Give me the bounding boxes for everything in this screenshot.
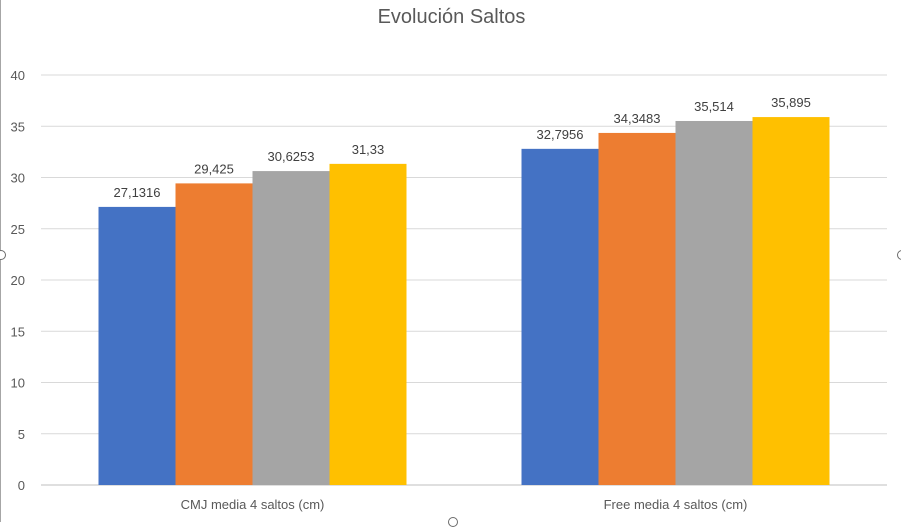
y-tick-label: 20 bbox=[11, 273, 25, 288]
bar bbox=[598, 132, 676, 485]
y-tick-label: 15 bbox=[11, 324, 25, 339]
resize-handle-left[interactable] bbox=[0, 250, 6, 260]
y-tick-label: 0 bbox=[18, 478, 25, 493]
resize-handle-right[interactable] bbox=[897, 250, 901, 260]
data-label: 31,33 bbox=[352, 142, 385, 157]
y-tick-label: 40 bbox=[11, 68, 25, 83]
data-label: 29,425 bbox=[194, 161, 234, 176]
bar bbox=[175, 183, 253, 486]
y-tick-label: 30 bbox=[11, 171, 25, 186]
data-label: 32,7956 bbox=[537, 127, 584, 142]
data-label: 27,1316 bbox=[114, 185, 161, 200]
bar bbox=[252, 171, 330, 485]
data-label: 30,6253 bbox=[268, 149, 315, 164]
bar bbox=[329, 163, 407, 485]
resize-handle-bottom[interactable] bbox=[448, 517, 458, 527]
y-tick-label: 25 bbox=[11, 222, 25, 237]
bar bbox=[752, 117, 830, 486]
x-tick-label: CMJ media 4 saltos (cm) bbox=[181, 497, 325, 512]
data-label: 35,895 bbox=[771, 95, 811, 110]
chart-title: Evolución Saltos bbox=[377, 6, 526, 28]
data-label: 35,514 bbox=[694, 99, 734, 114]
bar bbox=[675, 120, 753, 485]
y-tick-label: 35 bbox=[11, 119, 25, 134]
x-tick-label: Free media 4 saltos (cm) bbox=[604, 497, 748, 512]
data-label: 34,3483 bbox=[614, 111, 661, 126]
bar bbox=[521, 148, 599, 485]
y-tick-label: 10 bbox=[11, 376, 25, 391]
y-tick-label: 5 bbox=[18, 427, 25, 442]
bar bbox=[98, 206, 176, 485]
